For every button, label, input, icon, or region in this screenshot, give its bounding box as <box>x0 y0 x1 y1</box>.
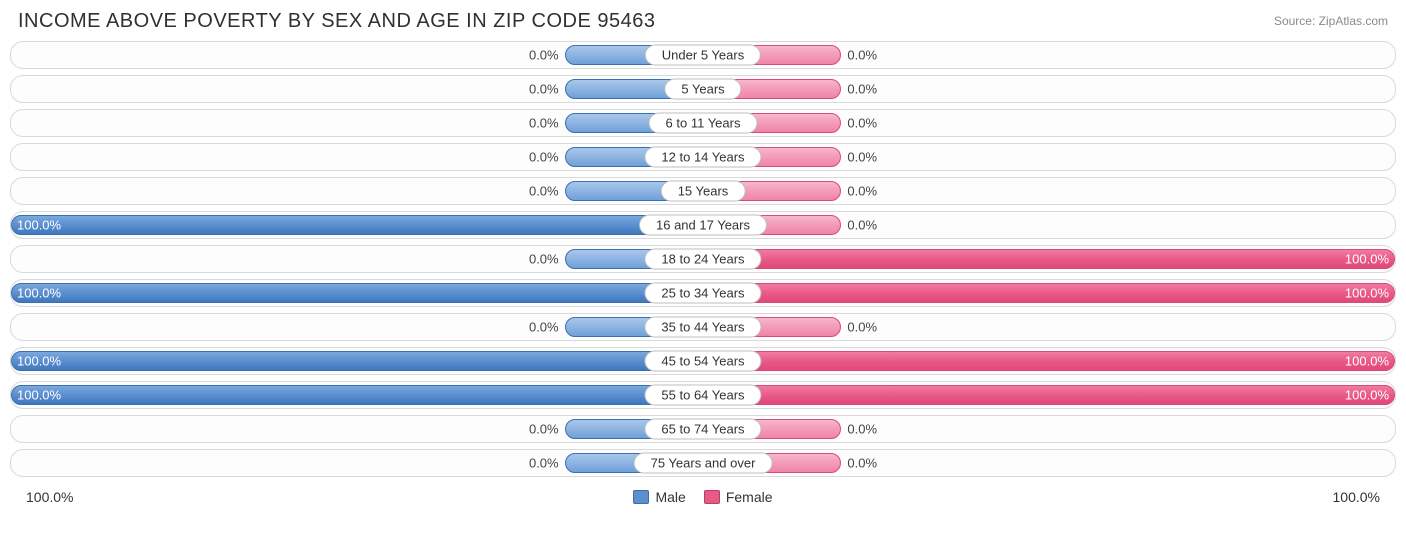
female-bar <box>703 283 1395 303</box>
female-value: 0.0% <box>847 150 877 165</box>
male-value: 0.0% <box>529 150 559 165</box>
male-value: 100.0% <box>17 218 61 233</box>
age-label: 55 to 64 Years <box>644 385 761 406</box>
chart-row: 0.0% 0.0% 15 Years <box>10 177 1396 205</box>
age-label: 35 to 44 Years <box>644 317 761 338</box>
age-label: 6 to 11 Years <box>649 113 758 134</box>
chart-row: 0.0% 0.0% Under 5 Years <box>10 41 1396 69</box>
legend-label-female: Female <box>726 489 773 505</box>
chart-row: 0.0% 0.0% 6 to 11 Years <box>10 109 1396 137</box>
female-value: 0.0% <box>847 48 877 63</box>
age-label: 45 to 54 Years <box>644 351 761 372</box>
female-value: 0.0% <box>847 82 877 97</box>
legend-item-male: Male <box>633 489 685 505</box>
age-label: 5 Years <box>664 79 741 100</box>
age-label: 75 Years and over <box>634 453 773 474</box>
age-label: 65 to 74 Years <box>644 419 761 440</box>
axis-label-right: 100.0% <box>1333 489 1380 505</box>
legend-swatch-female <box>704 490 720 504</box>
chart-row: 100.0% 100.0% 55 to 64 Years <box>10 381 1396 409</box>
legend-swatch-male <box>633 490 649 504</box>
chart-row: 0.0% 100.0% 18 to 24 Years <box>10 245 1396 273</box>
male-value: 0.0% <box>529 422 559 437</box>
age-label: 25 to 34 Years <box>644 283 761 304</box>
female-value: 0.0% <box>847 422 877 437</box>
male-bar <box>11 351 703 371</box>
legend-label-male: Male <box>655 489 685 505</box>
male-value: 0.0% <box>529 252 559 267</box>
female-value: 0.0% <box>847 218 877 233</box>
chart-body: 0.0%0.0%Under 5 Years0.0%0.0%5 Years0.0%… <box>0 41 1406 477</box>
chart-row: 0.0% 0.0% 12 to 14 Years <box>10 143 1396 171</box>
chart-row: 0.0% 0.0% 65 to 74 Years <box>10 415 1396 443</box>
legend: Male Female <box>633 489 772 505</box>
age-label: 18 to 24 Years <box>644 249 761 270</box>
female-value: 100.0% <box>1345 286 1389 301</box>
male-value: 0.0% <box>529 320 559 335</box>
chart-source: Source: ZipAtlas.com <box>1274 10 1388 28</box>
male-bar <box>11 215 703 235</box>
chart-footer: 100.0% Male Female 100.0% <box>0 483 1406 505</box>
age-label: 15 Years <box>661 181 746 202</box>
male-bar <box>11 385 703 405</box>
male-value: 100.0% <box>17 354 61 369</box>
age-label: 16 and 17 Years <box>639 215 767 236</box>
female-value: 100.0% <box>1345 354 1389 369</box>
male-value: 100.0% <box>17 388 61 403</box>
female-value: 0.0% <box>847 184 877 199</box>
male-value: 0.0% <box>529 184 559 199</box>
male-value: 0.0% <box>529 82 559 97</box>
axis-label-left: 100.0% <box>26 489 73 505</box>
female-value: 0.0% <box>847 320 877 335</box>
legend-item-female: Female <box>704 489 773 505</box>
chart-header: INCOME ABOVE POVERTY BY SEX AND AGE IN Z… <box>0 0 1406 41</box>
chart-title: INCOME ABOVE POVERTY BY SEX AND AGE IN Z… <box>18 10 655 33</box>
chart-row: 0.0% 0.0% 5 Years <box>10 75 1396 103</box>
chart-row: 100.0% 0.0% 16 and 17 Years <box>10 211 1396 239</box>
age-label: Under 5 Years <box>645 45 761 66</box>
male-value: 0.0% <box>529 116 559 131</box>
female-value: 0.0% <box>847 116 877 131</box>
male-value: 100.0% <box>17 286 61 301</box>
chart-row: 0.0% 0.0% 75 Years and over <box>10 449 1396 477</box>
chart-row: 100.0% 100.0% 25 to 34 Years <box>10 279 1396 307</box>
chart-row: 0.0% 0.0% 35 to 44 Years <box>10 313 1396 341</box>
female-value: 100.0% <box>1345 388 1389 403</box>
female-value: 100.0% <box>1345 252 1389 267</box>
female-bar <box>703 351 1395 371</box>
chart-row: 100.0% 100.0% 45 to 54 Years <box>10 347 1396 375</box>
age-label: 12 to 14 Years <box>644 147 761 168</box>
female-value: 0.0% <box>847 456 877 471</box>
male-bar <box>11 283 703 303</box>
male-value: 0.0% <box>529 48 559 63</box>
female-bar <box>703 385 1395 405</box>
female-bar <box>703 249 1395 269</box>
male-value: 0.0% <box>529 456 559 471</box>
